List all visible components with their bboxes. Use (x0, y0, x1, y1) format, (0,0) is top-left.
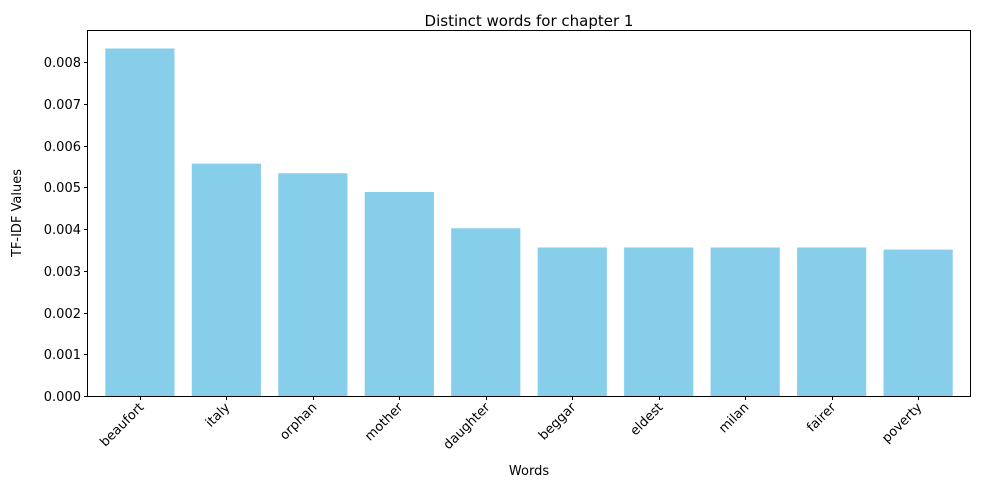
x-tick-label-poverty: poverty (879, 400, 925, 446)
y-tick-label: 0.004 (44, 223, 81, 238)
x-tick-label-eldest: eldest (628, 400, 667, 439)
bar-mother (364, 192, 434, 396)
y-tick-label: 0.001 (44, 348, 81, 363)
x-axis: beaufort italy orphan mother daughter beggar e… (98, 396, 926, 453)
y-tick-label: 0.000 (44, 390, 81, 405)
y-tick-label: 0.002 (44, 307, 81, 322)
bar-italy (191, 163, 261, 396)
bar-beaufort (105, 48, 175, 397)
bar-daughter (451, 228, 521, 396)
bars (105, 48, 953, 397)
y-tick-label: 0.006 (44, 140, 81, 155)
x-tick-label-beggar: beggar (536, 400, 580, 444)
bar-fairer (797, 247, 867, 396)
x-tick-label-mother: mother (362, 400, 407, 445)
x-tick-label-orphan: orphan (277, 400, 320, 443)
chart-title: Distinct words for chapter 1 (425, 12, 634, 30)
x-axis-label: Words (509, 464, 549, 479)
bar-orphan (278, 173, 348, 396)
x-tick-label-italy: italy (203, 400, 234, 431)
bar-beggar (537, 247, 607, 396)
x-tick-label-milan: milan (716, 400, 752, 436)
x-tick-label-beaufort: beaufort (98, 400, 148, 450)
x-tick-label-fairer: fairer (804, 400, 840, 436)
bar-poverty (883, 249, 953, 396)
y-tick-label: 0.008 (44, 56, 81, 71)
y-tick-label: 0.007 (44, 98, 81, 113)
y-tick-label: 0.003 (44, 265, 81, 280)
y-axis-label: TF-IDF Values (10, 169, 25, 258)
bar-eldest (624, 247, 694, 396)
bar-milan (710, 247, 780, 396)
plot-frame (87, 30, 971, 397)
y-tick-label: 0.005 (44, 181, 81, 196)
x-tick-label-daughter: daughter (441, 400, 494, 453)
y-axis: 0.000 0.001 0.002 0.003 0.004 0.005 0.006 0.007… (44, 56, 88, 405)
